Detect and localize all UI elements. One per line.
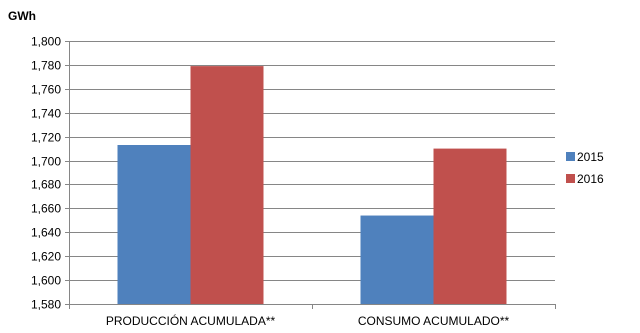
y-tick-labels: 1,580 1,600 1,620 1,640 1,660 1,680 1,700 1,720… [31, 35, 61, 312]
bars [117, 66, 507, 304]
bar-2015-produccion [117, 145, 191, 304]
y-tick-label: 1,580 [31, 298, 61, 312]
y-tick-label: 1,600 [31, 274, 61, 288]
bar-2016-produccion [190, 66, 264, 304]
y-tick-label: 1,640 [31, 226, 61, 240]
bar-2016-consumo [433, 148, 507, 304]
x-category-labels: PRODUCCIÓN ACUMULADA** CONSUMO ACUMULADO*… [106, 313, 510, 328]
y-tick-label: 1,800 [31, 35, 61, 49]
bar-2015-consumo [360, 215, 434, 304]
y-tick-label: 1,780 [31, 59, 61, 73]
y-tick-label: 1,680 [31, 178, 61, 192]
legend: 2015 2016 [566, 150, 604, 186]
y-tick-label: 1,720 [31, 131, 61, 145]
y-tick-label: 1,740 [31, 107, 61, 121]
y-tick-label: 1,620 [31, 250, 61, 264]
legend-label-2015: 2015 [577, 150, 604, 164]
y-tick-label: 1,700 [31, 155, 61, 169]
x-category-label: PRODUCCIÓN ACUMULADA** [106, 313, 276, 328]
axes [65, 41, 556, 309]
legend-swatch-2015 [566, 152, 575, 161]
y-tick-label: 1,660 [31, 202, 61, 216]
y-unit-label: GWh [8, 9, 36, 23]
y-tick-label: 1,760 [31, 83, 61, 97]
legend-swatch-2016 [566, 174, 575, 183]
legend-label-2016: 2016 [577, 172, 604, 186]
x-category-label: CONSUMO ACUMULADO** [358, 314, 510, 328]
